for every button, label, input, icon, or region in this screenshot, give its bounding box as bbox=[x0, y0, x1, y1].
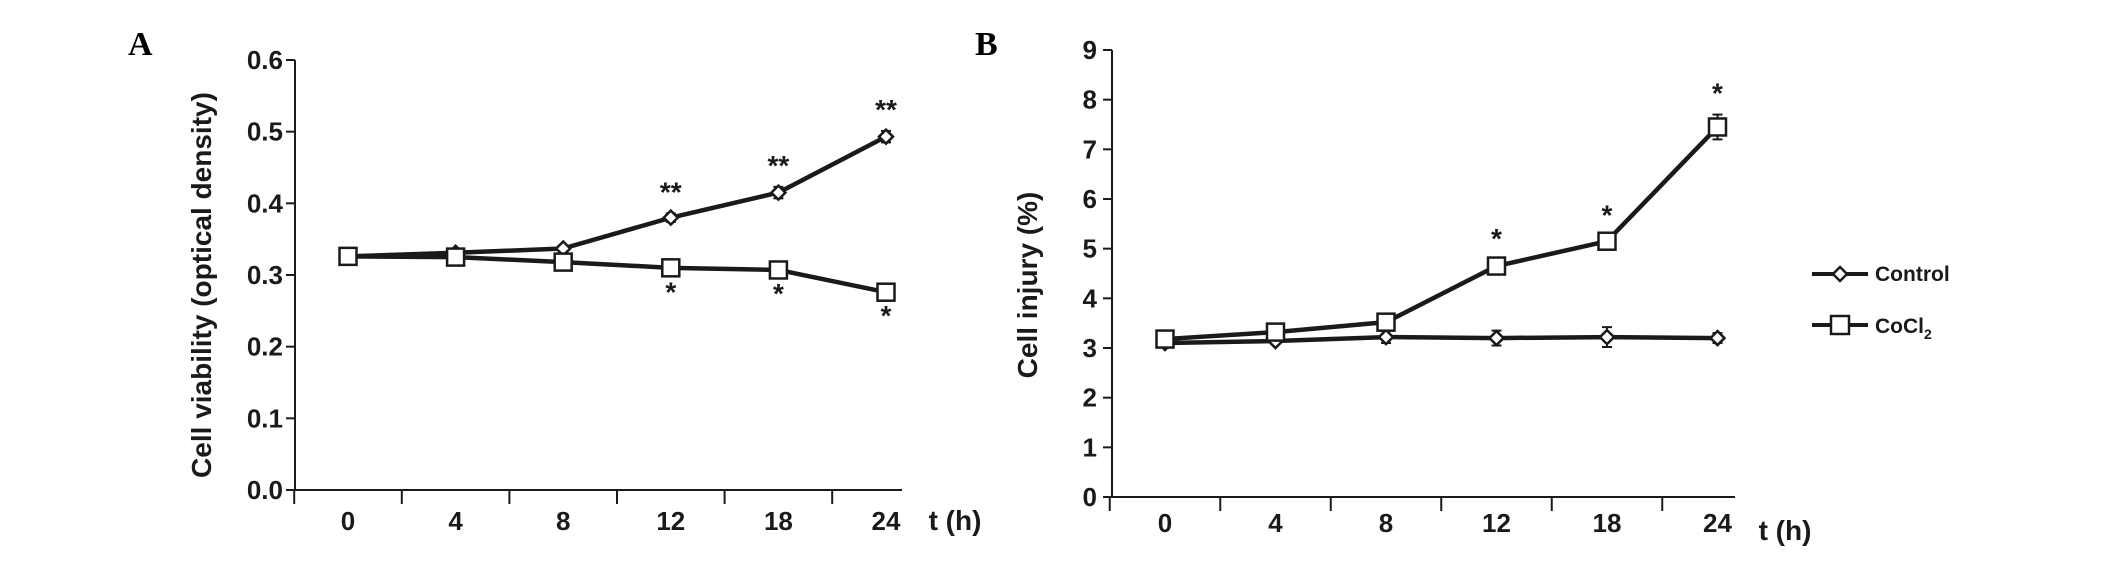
panel-b-y-ticks: 0 1 2 3 4 5 6 7 8 9 bbox=[1083, 35, 1112, 512]
data-point-diamond bbox=[769, 183, 788, 202]
data-point-square bbox=[876, 282, 896, 302]
data-point-diamond bbox=[877, 127, 895, 146]
significance-marker: * bbox=[881, 300, 892, 331]
y-tick-label: 1 bbox=[1083, 432, 1097, 462]
legend-item-cocl2: CoCl2 bbox=[1812, 314, 1932, 342]
data-point-square bbox=[1486, 256, 1507, 276]
x-tick-label: 0 bbox=[341, 506, 355, 536]
y-tick-label: 8 bbox=[1083, 85, 1097, 115]
data-point-diamond bbox=[662, 208, 680, 227]
significance-marker: ** bbox=[875, 94, 897, 125]
y-tick-label: 9 bbox=[1083, 35, 1097, 65]
y-tick-label: 6 bbox=[1083, 184, 1097, 214]
x-tick-label: 4 bbox=[448, 506, 463, 536]
data-point-square bbox=[445, 247, 466, 267]
legend-cocl2-main: CoCl bbox=[1875, 315, 1924, 338]
panel-a-x-axis-title: t (h) bbox=[929, 505, 982, 536]
y-tick-label: 5 bbox=[1083, 234, 1097, 264]
x-tick-label: 4 bbox=[1268, 508, 1283, 538]
panel-a-annotations: ******* ** bbox=[660, 94, 897, 331]
series-line-square bbox=[1164, 125, 1720, 342]
x-tick-label: 24 bbox=[1703, 508, 1732, 538]
data-point-square bbox=[1265, 322, 1286, 342]
panel-b-series bbox=[1155, 113, 1728, 352]
series-line-square bbox=[347, 254, 887, 295]
panel-a-letter: A bbox=[128, 26, 153, 63]
significance-marker: ** bbox=[768, 150, 790, 181]
legend-item-control: Control bbox=[1812, 263, 1950, 286]
legend-square-icon bbox=[1829, 314, 1851, 336]
data-point-square bbox=[1707, 117, 1728, 137]
data-point-square bbox=[661, 258, 681, 278]
significance-marker: * bbox=[773, 278, 784, 309]
legend: Control CoCl2 bbox=[1812, 263, 1950, 342]
y-tick-label: 0.5 bbox=[247, 117, 283, 147]
panel-b-axes bbox=[1111, 50, 1735, 498]
y-tick-label: 0.1 bbox=[247, 403, 283, 433]
significance-marker: * bbox=[665, 276, 676, 307]
data-point-diamond bbox=[1598, 328, 1616, 346]
panel-a-y-axis-title: Cell viability (optical density) bbox=[186, 92, 217, 478]
panel-a-series bbox=[338, 127, 896, 302]
panel-b-x-ticks: 0 4 8 12 18 24 bbox=[1108, 497, 1732, 538]
y-tick-label: 0.3 bbox=[247, 260, 283, 290]
x-tick-label: 12 bbox=[1482, 508, 1511, 538]
data-point-square bbox=[338, 246, 358, 267]
panel-b-annotations: * * * bbox=[1491, 78, 1723, 255]
y-tick-label: 0 bbox=[1083, 482, 1097, 512]
y-tick-label: 0.6 bbox=[247, 45, 283, 75]
x-tick-label: 8 bbox=[1379, 508, 1393, 538]
y-tick-label: 0.2 bbox=[247, 332, 283, 362]
panel-a-x-ticks: 0 4 8 12 18 24 bbox=[293, 490, 901, 536]
panel-a: A Cell viability (optical density) t (h)… bbox=[128, 26, 981, 536]
data-point-square bbox=[1155, 329, 1175, 349]
series-line-diamond bbox=[1164, 334, 1718, 346]
data-point-square bbox=[1376, 312, 1396, 332]
legend-cocl2-label: CoCl2 bbox=[1875, 315, 1932, 342]
data-point-diamond bbox=[1487, 329, 1506, 347]
x-tick-label: 0 bbox=[1158, 508, 1172, 538]
y-tick-label: 0.0 bbox=[247, 475, 283, 505]
x-tick-label: 18 bbox=[1593, 508, 1622, 538]
data-point-square bbox=[768, 260, 789, 280]
legend-diamond-icon bbox=[1831, 265, 1849, 283]
significance-marker: * bbox=[1491, 223, 1502, 254]
significance-marker: ** bbox=[660, 176, 682, 207]
legend-cocl2-subscript: 2 bbox=[1924, 326, 1932, 342]
y-tick-label: 0.4 bbox=[247, 188, 284, 218]
panel-b-letter: B bbox=[975, 26, 998, 63]
y-tick-label: 3 bbox=[1083, 333, 1097, 363]
x-tick-label: 24 bbox=[872, 506, 901, 536]
legend-control-label: Control bbox=[1875, 263, 1950, 286]
series-line-diamond bbox=[347, 134, 888, 259]
y-tick-label: 2 bbox=[1083, 383, 1097, 413]
data-point-diamond bbox=[1708, 329, 1727, 347]
data-point-square bbox=[1597, 231, 1617, 251]
significance-marker: * bbox=[1602, 199, 1613, 230]
x-tick-label: 12 bbox=[656, 506, 685, 536]
y-tick-label: 4 bbox=[1083, 283, 1098, 313]
x-tick-label: 18 bbox=[764, 506, 793, 536]
y-tick-label: 7 bbox=[1083, 134, 1097, 164]
x-tick-label: 8 bbox=[556, 506, 570, 536]
panel-a-y-ticks: 0.0 0.1 0.2 0.3 0.4 0.5 0.6 bbox=[247, 45, 295, 505]
panel-b-x-axis-title: t (h) bbox=[1759, 515, 1812, 546]
panel-b-y-axis-title: Cell injury (%) bbox=[1012, 192, 1043, 379]
data-point-square bbox=[553, 252, 573, 272]
data-point-diamond bbox=[1377, 328, 1395, 346]
significance-marker: * bbox=[1712, 78, 1723, 109]
